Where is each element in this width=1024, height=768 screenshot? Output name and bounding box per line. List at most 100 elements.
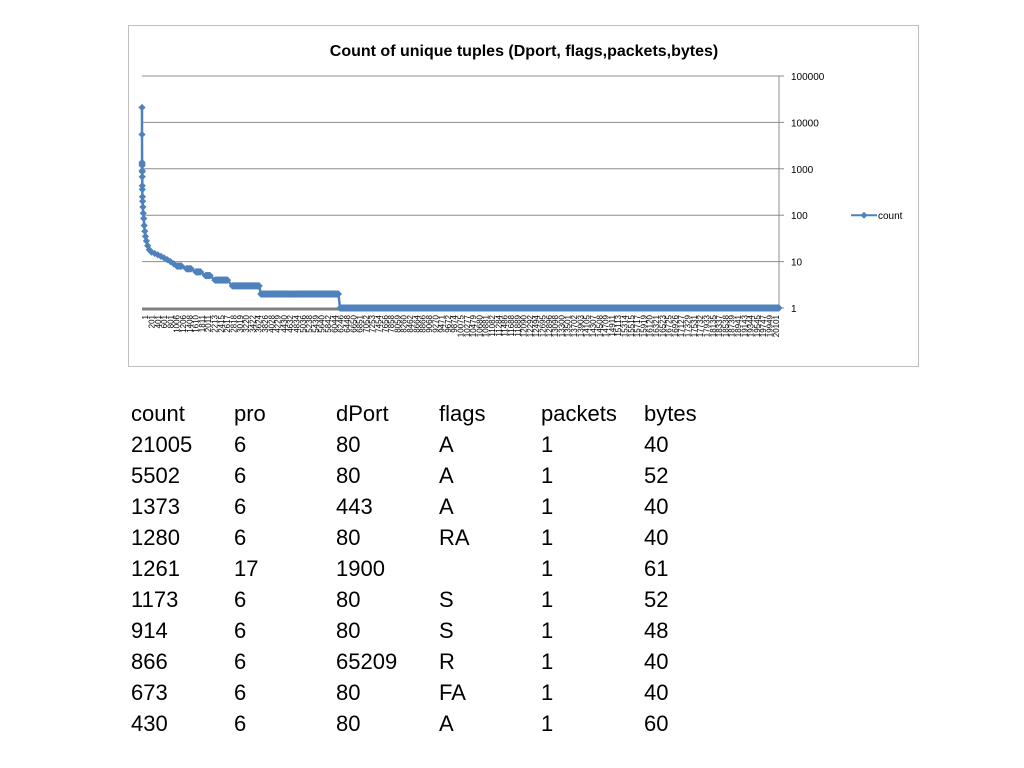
x-tick-label: 13300 [557,314,566,337]
x-tick-label: 14709 [602,314,611,337]
x-tick-label: 19143 [740,314,749,337]
x-tick-label: 3019 [236,314,245,332]
x-tick-label: 17933 [702,314,711,337]
table-cell: 1173 [131,587,179,612]
x-tick-label: 2818 [229,314,238,332]
table-cell: 80 [336,463,361,488]
table-cell: S [439,587,454,612]
x-tick-label: 9471 [438,314,447,332]
x-tick-label: 19747 [759,314,768,337]
table-cell: 1261 [131,556,180,581]
table-cell: S [439,618,454,643]
x-tick-label: 6851 [356,314,365,332]
header-cell: pro [234,401,266,426]
header-cell: count [131,401,185,426]
x-tick-label: 9068 [425,314,434,332]
x-tick-label: 2213 [211,314,220,332]
x-tick-label: 17732 [696,314,705,337]
header-cell: bytes [644,401,697,426]
x-tick-label: 17329 [684,314,693,337]
x-tick-label: 7858 [387,314,396,332]
table-cell: 866 [131,649,168,674]
table-cell: 6 [234,587,247,612]
table-cell: 1 [541,680,554,705]
data-point [138,103,146,112]
data-point [139,203,147,211]
data-point [141,232,150,240]
x-tick-label: 2011 [204,314,213,332]
data-point [154,251,162,259]
y-tick-label: 1000 [791,165,814,176]
x-tick-label: 16926 [671,314,680,337]
table-cell: 60 [644,711,669,736]
table-row: 1280 6 80 RA 1 40 [131,522,724,553]
x-tick-label: 8664 [412,314,421,332]
data-point [138,168,146,176]
table-cell: 6 [234,618,247,643]
data-point [139,209,147,217]
x-tick-label: 2617 [223,314,232,332]
x-tick-label: 18337 [715,314,724,337]
x-tick-label: 17531 [690,314,699,337]
x-tick-label: 1811 [198,314,207,332]
x-tick-label: 15919 [639,314,648,337]
table-cell: 914 [131,618,168,643]
x-tick-label: 13501 [564,314,573,337]
table-cell: 1 [541,618,554,643]
x-tick-label: 12292 [526,314,535,337]
table-cell: 1 [541,432,554,457]
header-cell: packets [541,401,617,426]
x-tick-label: 12695 [538,314,547,337]
x-tick-label: 15314 [620,314,629,337]
x-tick-label: 14508 [595,314,604,337]
data-point [140,214,148,223]
x-tick-label: 11889 [513,314,522,336]
header-cell: dPort [336,401,389,426]
x-tick-label: 3826 [261,314,270,332]
x-tick-label: 11082 [488,314,497,336]
y-tick-label: 10000 [791,118,819,129]
x-tick-label: 13903 [576,314,585,337]
x-tick-label: 12090 [520,314,529,337]
x-tick-label: 4229 [274,314,283,332]
table-cell: A [439,494,454,519]
x-tick-label: 16321 [652,314,661,337]
x-tick-label: 18135 [709,314,718,337]
x-tick-label: 10479 [469,314,478,337]
table-cell: 21005 [131,432,193,457]
x-tick-label: 12494 [532,314,541,337]
x-tick-label: 801 [166,314,175,328]
table-cell: 40 [644,432,669,457]
table-cell: 6 [234,711,247,736]
data-point [142,237,151,245]
x-tick-label: 10075 [457,314,466,337]
table-cell: 80 [336,432,361,457]
x-tick-label: 14307 [589,314,598,337]
x-tick-label: 6044 [330,314,339,332]
table-row: 866 6 65209 R 1 40 [131,646,724,677]
table-cell: 80 [336,525,361,550]
table-cell: 80 [336,587,361,612]
table-cell: 40 [644,649,669,674]
x-tick-label: 8260 [400,314,409,332]
x-tick-label: 5640 [318,314,327,332]
x-tick-label: 6246 [337,314,346,332]
data-point [140,221,148,230]
x-tick-label: 19344 [747,314,756,337]
table-row: 21005 6 80 A 1 40 [131,429,724,460]
x-tick-label: 3624 [255,314,264,332]
y-tick-label: 1 [791,304,797,315]
x-tick-label: 11486 [501,314,510,336]
table-cell: 6 [234,649,247,674]
data-point [138,173,146,181]
y-tick-label: 100000 [791,72,825,83]
x-tick-label: 14105 [583,314,592,337]
x-tick-label: 13702 [570,314,579,337]
x-tick-label: 19949 [766,314,775,337]
table-cell: 52 [644,587,669,612]
table-cell: 1 [541,711,554,736]
x-tick-label: 6448 [343,314,352,332]
table-cell: 430 [131,711,168,736]
x-tick-label: 3422 [248,314,257,332]
table-cell: A [439,711,454,736]
